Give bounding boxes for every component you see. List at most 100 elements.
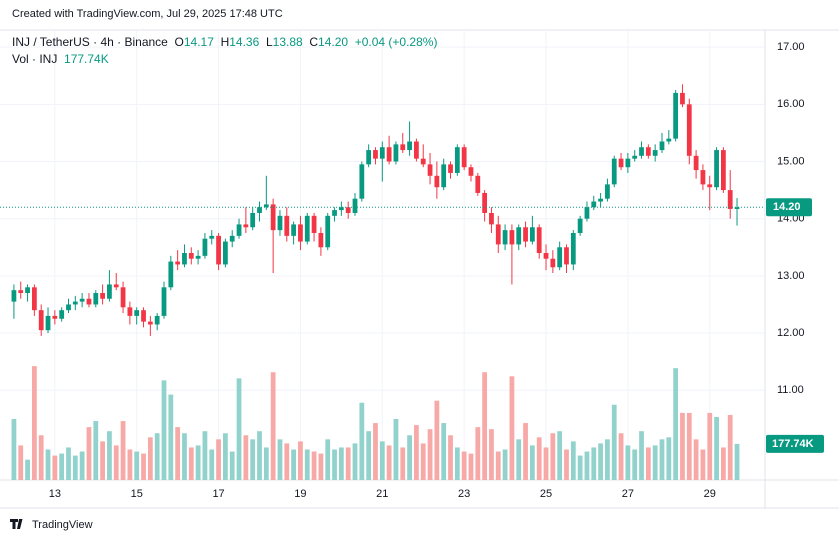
- volume-bar: [611, 404, 617, 480]
- candle-body: [338, 207, 344, 211]
- last-volume-label: 177.74K: [772, 438, 814, 450]
- volume-bar: [734, 443, 740, 480]
- candle-body: [147, 321, 153, 325]
- candle-body: [557, 247, 563, 268]
- volume-bar: [557, 431, 563, 480]
- candle-body: [632, 155, 638, 159]
- volume-bar: [250, 439, 256, 480]
- candle-body: [366, 150, 372, 165]
- volume-bar: [543, 447, 549, 480]
- volume-bar: [318, 453, 324, 480]
- candle-body: [720, 150, 726, 191]
- volume-bar: [120, 421, 126, 480]
- candle-body: [680, 92, 685, 105]
- o-value: 14.17: [183, 35, 214, 49]
- candle-body: [11, 290, 17, 302]
- volume-bar: [229, 451, 235, 480]
- candle-body: [345, 207, 351, 213]
- candle-body: [236, 224, 242, 236]
- volume-bar: [277, 439, 283, 480]
- volume-bar: [529, 445, 535, 480]
- candle-body: [284, 215, 290, 236]
- candle-body: [161, 287, 167, 316]
- logo-text: TradingView: [32, 519, 93, 531]
- candle-body: [529, 227, 535, 242]
- candle-body: [700, 170, 706, 185]
- volume-bar: [482, 372, 488, 480]
- volume-bar: [345, 447, 351, 480]
- volume-bar: [25, 459, 30, 480]
- volume-bar: [161, 380, 167, 480]
- candle-body: [257, 207, 262, 213]
- volume-bar: [639, 431, 644, 480]
- candle-body: [263, 204, 269, 208]
- x-tick-label: 23: [458, 488, 470, 500]
- candle-body: [727, 190, 733, 209]
- x-tick-label: 15: [131, 488, 143, 500]
- volume-bar: [311, 451, 317, 480]
- candle-body: [120, 287, 126, 308]
- volume-bar: [31, 366, 37, 480]
- candle-body: [591, 201, 597, 208]
- volume-bar: [373, 423, 378, 480]
- candle-body: [448, 164, 453, 173]
- c-value: 14.20: [318, 35, 349, 49]
- candle-body: [536, 227, 542, 253]
- volume-bar: [591, 447, 597, 480]
- candle-body: [434, 175, 440, 188]
- volume-bar: [495, 451, 501, 480]
- volume-bar: [168, 394, 174, 480]
- volume-bar: [564, 449, 569, 480]
- candle-body: [66, 304, 71, 311]
- candle-body: [707, 184, 713, 188]
- x-tick-label: 17: [212, 488, 224, 500]
- candle-body: [666, 138, 672, 142]
- volume-bar: [536, 437, 542, 480]
- volume-bar: [325, 439, 331, 480]
- volume-bar: [209, 449, 215, 480]
- candle-body: [175, 261, 181, 265]
- last-volume-tag: [766, 434, 824, 453]
- y-tick-label: 13.00: [777, 270, 805, 282]
- volume-bar: [154, 433, 160, 480]
- volume-bar: [448, 435, 453, 480]
- volume-bar: [570, 441, 576, 480]
- volume-bar: [605, 439, 610, 480]
- volume-bar: [577, 455, 583, 480]
- candle-body: [570, 232, 576, 265]
- volume-bar: [134, 451, 140, 480]
- y-tick-label: 11.00: [777, 384, 804, 396]
- volume-bar: [407, 435, 412, 480]
- volume-bar: [359, 402, 365, 480]
- volume-bar: [632, 449, 638, 480]
- candle-body: [673, 92, 679, 139]
- volume-bar: [427, 429, 433, 480]
- candle-body: [209, 235, 215, 239]
- candle-body: [311, 215, 317, 233]
- candle-body: [113, 284, 119, 288]
- candle-body: [250, 212, 256, 228]
- candle-body: [304, 215, 310, 242]
- candle-body: [475, 175, 481, 193]
- volume-bar: [666, 437, 672, 480]
- candle-body: [45, 315, 51, 331]
- volume-bar: [93, 421, 99, 480]
- volume-bar: [584, 451, 590, 480]
- volume-bar: [509, 376, 515, 480]
- volume-bar: [45, 449, 51, 480]
- candle-body: [652, 150, 658, 156]
- volume-bar: [100, 441, 105, 480]
- candle-body: [298, 224, 303, 242]
- candle-body: [270, 204, 276, 231]
- volume-bar: [400, 447, 406, 480]
- candle-body: [625, 158, 631, 168]
- watermark: Created with TradingView.com, Jul 29, 20…: [12, 8, 283, 20]
- volume-bar: [270, 372, 276, 480]
- volume-bar: [707, 412, 713, 480]
- volume-bar: [195, 445, 201, 480]
- candle-body: [352, 198, 358, 213]
- last-price-tag: [766, 198, 812, 217]
- candle-body: [107, 284, 112, 299]
- candle-body: [461, 147, 467, 168]
